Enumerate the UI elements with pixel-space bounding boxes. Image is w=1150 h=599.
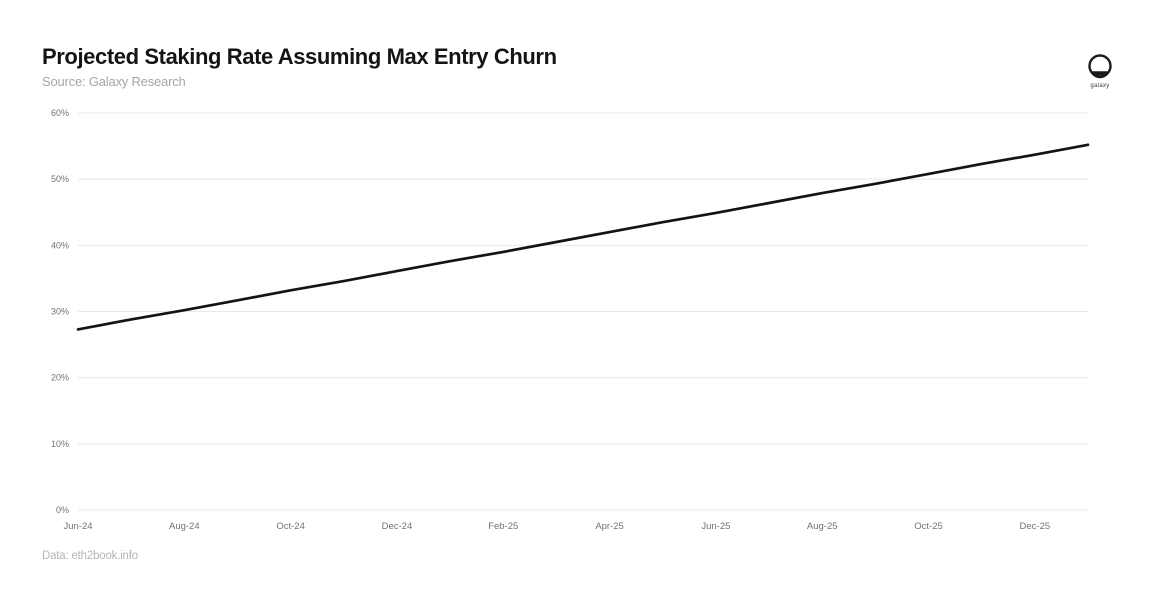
galaxy-logo-icon (1088, 54, 1112, 79)
y-axis-tick-label: 60% (51, 108, 69, 118)
galaxy-logo-label: galaxy (1090, 83, 1110, 89)
y-axis-tick-label: 50% (51, 174, 69, 184)
y-axis-tick-label: 30% (51, 307, 69, 317)
x-axis-tick-label: Feb-25 (488, 521, 518, 532)
galaxy-logo: galaxy (1080, 53, 1120, 89)
x-axis-tick-label: Dec-24 (382, 521, 413, 532)
x-axis-tick-label: Dec-25 (1020, 521, 1051, 532)
y-axis-tick-label: 0% (56, 505, 69, 515)
data-note: Data: eth2book.info (42, 550, 138, 562)
x-axis-tick-label: Aug-24 (169, 521, 200, 532)
x-axis-tick-label: Oct-24 (276, 521, 305, 532)
x-axis-tick-label: Apr-25 (595, 521, 624, 532)
page-title: Projected Staking Rate Assuming Max Entr… (42, 44, 557, 69)
chart-source: Source: Galaxy Research (42, 74, 186, 89)
x-axis-tick-label: Aug-25 (807, 521, 838, 532)
series-line (76, 143, 1090, 331)
y-axis-tick-label: 40% (51, 240, 69, 250)
x-axis-tick-label: Jun-24 (63, 521, 92, 532)
y-axis-tick-label: 20% (51, 373, 69, 383)
x-axis-tick-label: Oct-25 (914, 521, 943, 532)
y-axis-tick-label: 10% (51, 439, 69, 449)
x-axis-tick-label: Jun-25 (701, 521, 730, 532)
